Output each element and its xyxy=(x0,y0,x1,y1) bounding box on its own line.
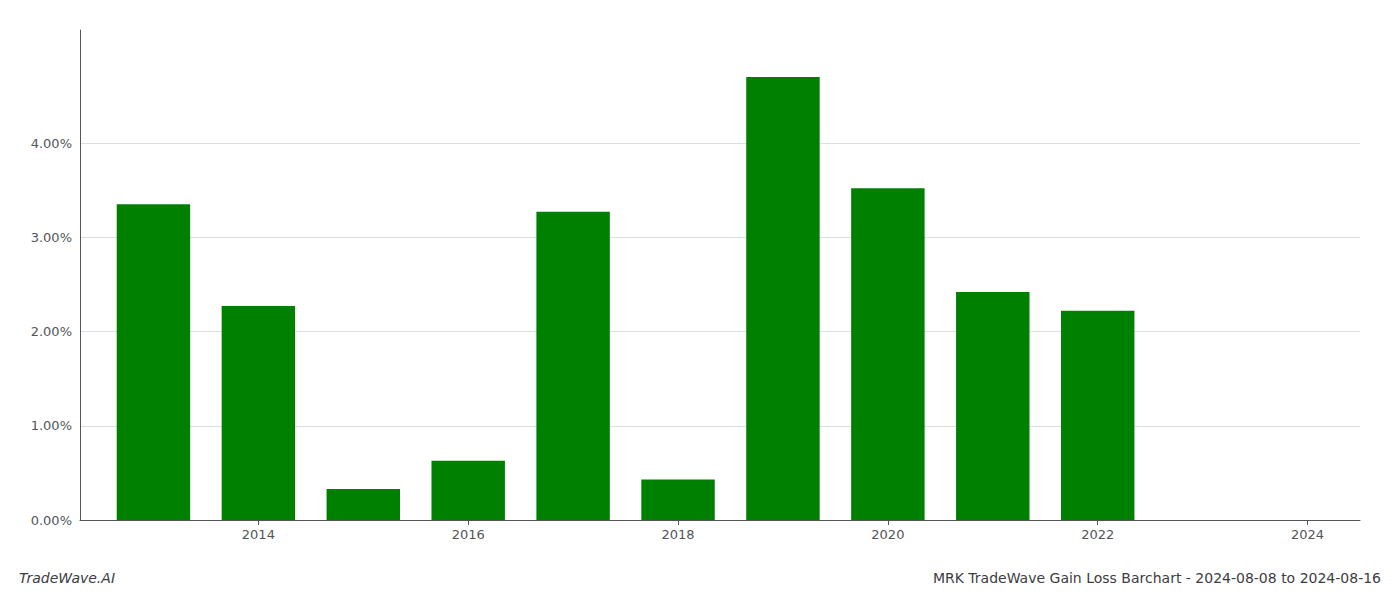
svg-text:2022: 2022 xyxy=(1081,527,1114,542)
svg-text:MRK TradeWave Gain Loss Barcha: MRK TradeWave Gain Loss Barchart - 2024-… xyxy=(933,570,1381,586)
svg-text:0.00%: 0.00% xyxy=(31,513,72,528)
svg-text:1.00%: 1.00% xyxy=(31,418,72,433)
svg-text:4.00%: 4.00% xyxy=(31,136,72,151)
svg-text:2.00%: 2.00% xyxy=(31,324,72,339)
svg-text:2024: 2024 xyxy=(1291,527,1324,542)
svg-text:2014: 2014 xyxy=(242,527,275,542)
svg-text:2016: 2016 xyxy=(452,527,485,542)
svg-text:2018: 2018 xyxy=(661,527,694,542)
svg-text:3.00%: 3.00% xyxy=(31,230,72,245)
svg-text:2020: 2020 xyxy=(871,527,904,542)
svg-text:TradeWave.AI: TradeWave.AI xyxy=(19,570,115,586)
